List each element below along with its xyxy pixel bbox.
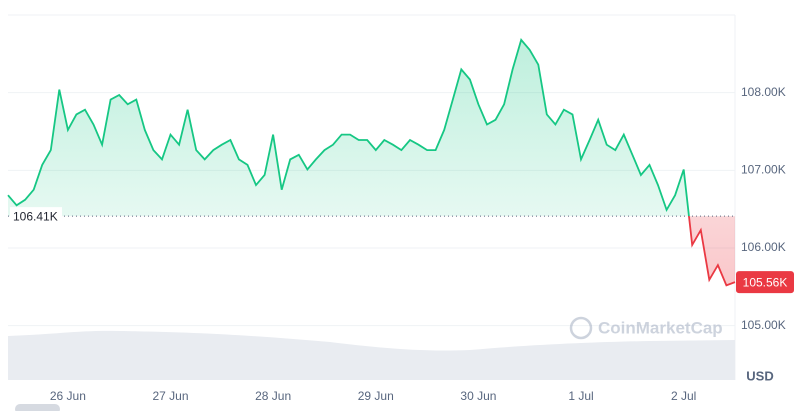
x-tick-label: 28 Jun: [255, 389, 291, 403]
current-price-bg: [736, 271, 794, 294]
y-tick-label: 108.00K: [741, 85, 786, 99]
current-price-label: 105.56K: [743, 275, 788, 289]
volume-area: [8, 330, 735, 380]
plot: [7, 38, 736, 327]
y-tick-label: 105.00K: [741, 318, 786, 332]
x-tick-label: 27 Jun: [152, 389, 188, 403]
baseline-label-bg: [10, 207, 62, 226]
price-line-up: [7, 38, 690, 217]
baseline-label: 106.41K: [13, 209, 58, 223]
x-tick-label: 26 Jun: [50, 389, 86, 403]
y-tick-label: 106.00K: [741, 240, 786, 254]
scroll-handle[interactable]: [15, 404, 60, 411]
area-below: [688, 216, 735, 286]
x-tick-label: 29 Jun: [358, 389, 394, 403]
y-unit: USD: [746, 368, 773, 383]
x-tick-label: 2 Jul: [671, 389, 696, 403]
watermark: CoinMarketCap: [569, 316, 723, 340]
x-tick-label: 1 Jul: [568, 389, 593, 403]
x-tick-label: 30 Jun: [460, 389, 496, 403]
watermark-text: CoinMarketCap: [598, 318, 723, 337]
area-above: [8, 39, 735, 217]
y-tick-label: 107.00K: [741, 162, 786, 176]
